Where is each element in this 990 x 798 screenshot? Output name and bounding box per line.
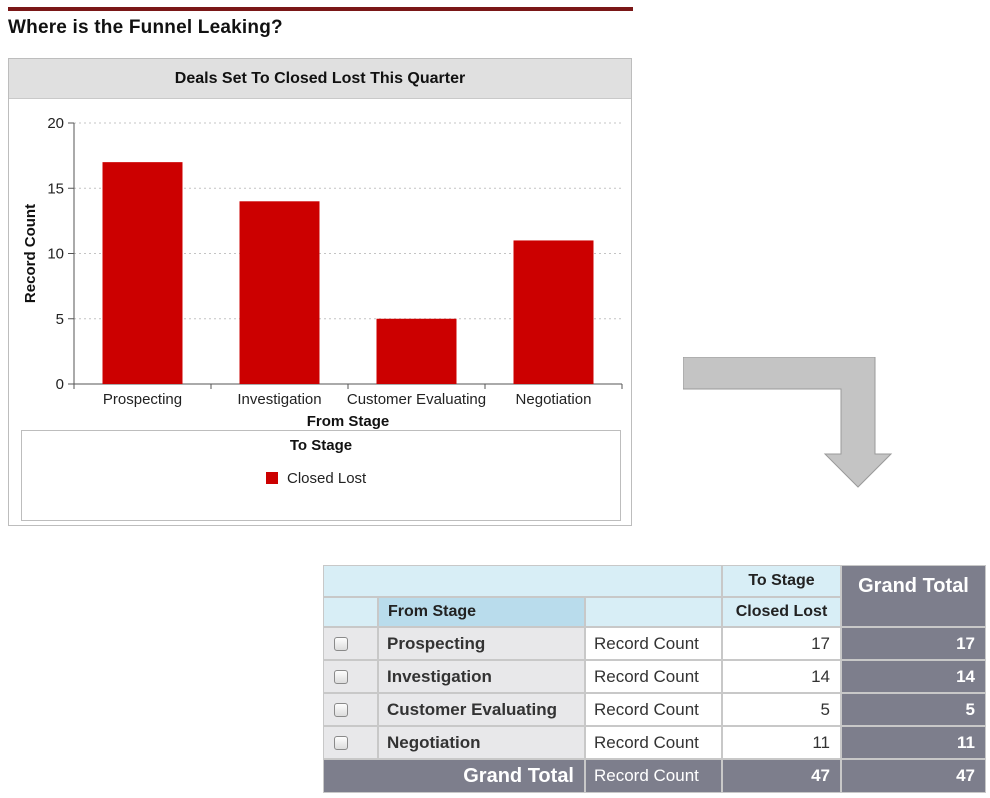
row-closed-lost-number: 5 xyxy=(820,699,830,719)
legend-item-closed-lost: Closed Lost xyxy=(266,468,366,488)
pivot-corner-top xyxy=(323,565,722,597)
y-tick-label: 5 xyxy=(56,311,64,328)
bar xyxy=(239,201,320,384)
pivot-table: To Stage Grand Total From Stage Closed L… xyxy=(323,565,987,795)
grand-total-measure-cell: Record Count xyxy=(585,759,722,793)
checkbox-header-cell xyxy=(323,597,378,627)
bar xyxy=(376,318,457,384)
flow-arrow-icon xyxy=(683,357,893,488)
row-stage-label: Investigation xyxy=(387,666,492,686)
to-stage-header: To Stage xyxy=(722,565,841,597)
closed-lost-header-label: Closed Lost xyxy=(735,603,828,620)
table-row: Investigation Record Count 14 14 xyxy=(323,660,986,693)
grand-total-row: Grand Total Record Count 47 47 xyxy=(323,759,986,793)
x-tick-label: Customer Evaluating xyxy=(347,391,486,408)
row-select-cell xyxy=(323,726,378,759)
measure-header-cell xyxy=(585,597,722,627)
row-closed-lost-number: 11 xyxy=(812,732,830,752)
row-checkbox[interactable] xyxy=(334,670,348,684)
row-checkbox[interactable] xyxy=(334,736,348,750)
row-total-value: 5 xyxy=(841,693,986,726)
row-measure-cell: Record Count xyxy=(585,726,722,759)
from-stage-header[interactable]: From Stage xyxy=(378,597,585,627)
row-checkbox[interactable] xyxy=(334,703,348,717)
grand-total-closed-lost-value: 47 xyxy=(722,759,841,793)
row-total-value: 14 xyxy=(841,660,986,693)
row-checkbox[interactable] xyxy=(334,637,348,651)
chart-panel: Deals Set To Closed Lost This Quarter 0 5… xyxy=(8,58,632,526)
row-total-number: 14 xyxy=(956,666,975,686)
row-select-cell xyxy=(323,693,378,726)
page-title: Where is the Funnel Leaking? xyxy=(8,17,283,38)
row-stage-label: Negotiation xyxy=(387,732,481,752)
grand-total-column-header: Grand Total xyxy=(841,565,986,627)
x-tick-label: Prospecting xyxy=(103,391,182,408)
grand-total-row-label-cell: Grand Total xyxy=(323,759,585,793)
row-closed-lost-value: 14 xyxy=(722,660,841,693)
row-total-number: 11 xyxy=(957,732,975,752)
table-row: Negotiation Record Count 11 11 xyxy=(323,726,986,759)
x-tick-label: Negotiation xyxy=(516,391,592,408)
row-select-cell xyxy=(323,627,378,660)
row-measure-label: Record Count xyxy=(594,633,699,653)
row-stage-cell: Prospecting xyxy=(378,627,585,660)
table-row: Customer Evaluating Record Count 5 5 xyxy=(323,693,986,726)
row-stage-label: Customer Evaluating xyxy=(387,699,558,719)
chart-title: Deals Set To Closed Lost This Quarter xyxy=(9,59,631,99)
row-measure-cell: Record Count xyxy=(585,627,722,660)
row-total-number: 17 xyxy=(956,633,975,653)
row-total-value: 17 xyxy=(841,627,986,660)
row-closed-lost-number: 14 xyxy=(811,666,830,686)
grand-total-closed-lost-number: 47 xyxy=(811,766,830,785)
bar-chart: 0 5 10 15 20 Prospecting Investigation Customer… xyxy=(22,115,623,429)
closed-lost-header: Closed Lost xyxy=(722,597,841,627)
from-stage-header-label: From Stage xyxy=(388,603,477,620)
grand-total-column-header-label: Grand Total xyxy=(858,574,969,597)
row-stage-cell: Investigation xyxy=(378,660,585,693)
row-closed-lost-value: 11 xyxy=(722,726,841,759)
row-stage-cell: Negotiation xyxy=(378,726,585,759)
row-closed-lost-number: 17 xyxy=(811,633,830,653)
bar xyxy=(102,162,183,384)
grand-total-row-label: Grand Total xyxy=(463,764,574,787)
to-stage-header-label: To Stage xyxy=(748,572,815,589)
legend-swatch xyxy=(266,472,278,484)
y-tick-label: 10 xyxy=(47,246,64,263)
row-measure-label: Record Count xyxy=(594,732,699,752)
x-axis-label: From Stage xyxy=(307,413,390,429)
grand-total-measure-label: Record Count xyxy=(594,766,699,785)
row-stage-cell: Customer Evaluating xyxy=(378,693,585,726)
title-rule xyxy=(8,7,633,11)
row-measure-cell: Record Count xyxy=(585,693,722,726)
row-measure-label: Record Count xyxy=(594,699,699,719)
y-axis-label: Record Count xyxy=(22,204,39,303)
table-row: Prospecting Record Count 17 17 xyxy=(323,627,986,660)
row-closed-lost-value: 5 xyxy=(722,693,841,726)
legend-title: To Stage xyxy=(289,437,353,454)
row-total-number: 5 xyxy=(965,699,975,719)
grand-total-total-number: 47 xyxy=(956,766,975,785)
chart-legend: To Stage Closed Lost xyxy=(21,430,621,521)
row-select-cell xyxy=(323,660,378,693)
y-tick-label: 0 xyxy=(56,376,64,393)
row-stage-label: Prospecting xyxy=(387,633,486,653)
row-measure-label: Record Count xyxy=(594,666,699,686)
bar xyxy=(513,240,594,384)
legend-label: Closed Lost xyxy=(287,469,367,487)
y-tick-label: 20 xyxy=(47,115,64,132)
row-closed-lost-value: 17 xyxy=(722,627,841,660)
row-total-value: 11 xyxy=(841,726,986,759)
x-tick-label: Investigation xyxy=(237,391,321,408)
row-measure-cell: Record Count xyxy=(585,660,722,693)
y-tick-label: 15 xyxy=(47,180,64,197)
grand-total-total-value: 47 xyxy=(841,759,986,793)
